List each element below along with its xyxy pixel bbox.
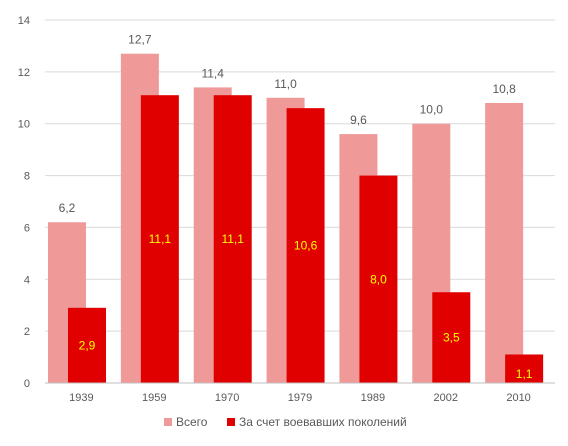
legend-label-total: Всего: [176, 415, 208, 429]
bar-war-generations: [286, 108, 325, 384]
legend-label-war-generations: За счет воевавших поколений: [239, 415, 407, 429]
data-label-total: 10,8: [492, 82, 516, 96]
data-label-total: 12,7: [128, 33, 152, 47]
axes: 0 2 4 6 8 10 12 14 1939 1959 1970 1979 1989 2002 2010: [18, 15, 555, 404]
bar-war-generations: [68, 307, 106, 383]
x-tick-label: 1939: [69, 392, 93, 404]
y-tick-label: 12: [18, 67, 30, 79]
y-tick-label: 6: [24, 222, 30, 234]
bar-war-generations: [213, 95, 252, 383]
data-label-war-generations: 1,1: [516, 367, 533, 381]
data-label-total: 11,0: [274, 77, 297, 91]
bar-war-generations: [505, 354, 544, 383]
data-label-war-generations: 3,5: [443, 331, 460, 345]
data-label-war-generations: 2,9: [79, 338, 96, 352]
legend-swatch-total: [164, 418, 172, 426]
y-tick-label: 8: [24, 171, 30, 183]
x-tick-label: 2002: [433, 392, 457, 404]
data-label-total: 10,0: [420, 103, 444, 117]
data-label-total: 11,4: [201, 66, 224, 80]
data-labels: 6,2 2,9 12,7 11,1 11,4 11,1 11,0 10,6 9,6 8,0 10,0…: [59, 33, 533, 381]
x-tick-label: 1970: [215, 392, 239, 404]
x-tick-label: 1979: [288, 392, 312, 404]
y-tick-label: 4: [24, 274, 30, 286]
y-tick-label: 0: [24, 378, 30, 390]
bar-war-generations: [432, 292, 471, 383]
y-tick-label: 2: [24, 326, 30, 338]
legend: Всего За счет воевавших поколений: [164, 415, 407, 429]
data-label-total: 9,6: [350, 113, 367, 127]
y-tick-label: 10: [18, 119, 30, 131]
data-label-war-generations: 11,1: [149, 232, 172, 246]
bar-total: [485, 102, 524, 383]
bars: [48, 53, 544, 384]
legend-swatch-war-generations: [227, 418, 235, 426]
x-tick-label: 1959: [142, 392, 166, 404]
data-label-war-generations: 10,6: [294, 239, 318, 253]
data-label-total: 6,2: [59, 201, 76, 215]
x-tick-label: 1989: [361, 392, 385, 404]
data-label-war-generations: 8,0: [370, 272, 387, 286]
y-tick-label: 14: [18, 15, 30, 27]
data-label-war-generations: 11,1: [221, 232, 244, 246]
bar-war-generations: [140, 95, 179, 383]
x-tick-label: 2010: [506, 392, 530, 404]
bar-war-generations: [359, 175, 398, 383]
